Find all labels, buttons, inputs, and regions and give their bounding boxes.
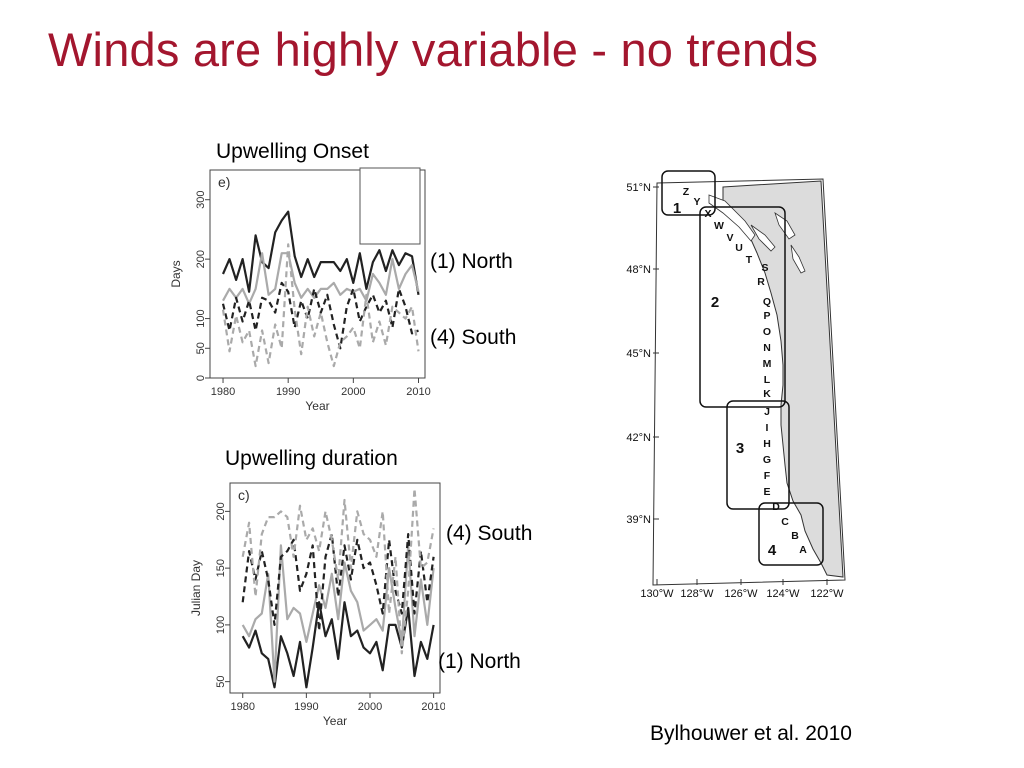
- site-label-M: M: [763, 358, 772, 370]
- coastal-island: [750, 224, 776, 252]
- site-label-U: U: [735, 242, 743, 254]
- site-label-I: I: [766, 422, 769, 434]
- region-box: [726, 400, 790, 510]
- y-tick-label: 50: [215, 676, 227, 688]
- x-tick-label: 1980: [211, 386, 235, 398]
- legend-north-duration: (1) North: [438, 650, 521, 673]
- site-label-R: R: [757, 276, 765, 288]
- x-tick-label: 2010: [421, 701, 445, 713]
- x-tick-label: 1980: [230, 701, 254, 713]
- site-label-N: N: [763, 342, 771, 354]
- y-tick-label: 200: [215, 502, 227, 520]
- lat-label: 42°N: [626, 432, 651, 444]
- site-label-G: G: [763, 454, 771, 466]
- lat-label: 51°N: [626, 182, 651, 194]
- lon-label: 128°W: [680, 588, 714, 600]
- series-line-solid-dark: [241, 601, 435, 689]
- region-box: [661, 170, 716, 216]
- y-axis-label: Days: [169, 260, 183, 287]
- y-tick-label: 200: [195, 250, 207, 268]
- x-tick-label: 1990: [294, 701, 318, 713]
- region-label: 3: [736, 440, 744, 457]
- upwelling-duration-chart: c) 1980 1990 2000 2010 50 100 150 200 Year Julian …: [189, 482, 445, 728]
- region-box: [699, 206, 786, 408]
- region-label: 1: [673, 200, 681, 217]
- site-label-J: J: [764, 406, 770, 418]
- site-label-Q: Q: [763, 296, 771, 308]
- plot-frame: [209, 169, 426, 379]
- citation-credit: Bylhouwer et al. 2010: [650, 722, 852, 745]
- plot-frame: [229, 482, 441, 694]
- legend-south-onset: (4) South: [430, 326, 517, 349]
- lon-label: 122°W: [810, 588, 844, 600]
- series-line-dashed-gray: [221, 243, 420, 368]
- slide-title: Winds are highly variable - no trends: [48, 23, 819, 76]
- y-tick-label: 0: [195, 375, 207, 381]
- x-tick-label: 2000: [341, 386, 365, 398]
- lat-label: 48°N: [626, 264, 651, 276]
- region-label: 4: [768, 542, 777, 559]
- lon-label: 130°W: [640, 588, 674, 600]
- lon-label: 124°W: [766, 588, 800, 600]
- panel-letter: e): [218, 174, 230, 190]
- y-tick-label: 50: [195, 342, 207, 354]
- lon-label: 126°W: [724, 588, 758, 600]
- series-line-solid-gray: [222, 252, 420, 305]
- series-line-dashed-dark: [221, 281, 419, 350]
- site-label-P: P: [763, 310, 770, 322]
- site-label-W: W: [714, 220, 724, 232]
- site-label-B: B: [791, 530, 799, 542]
- y-axis-label: Julian Day: [189, 560, 203, 616]
- y-tick-label: 100: [195, 309, 207, 327]
- upwelling-onset-chart: e) 1980 1990 2000 2010 0 50 100 200 300 Year Days: [169, 167, 431, 413]
- site-label-E: E: [763, 486, 770, 498]
- x-axis-label: Year: [323, 714, 347, 728]
- lat-label: 39°N: [626, 514, 651, 526]
- site-label-L: L: [764, 374, 771, 386]
- legend-north-onset: (1) North: [430, 250, 513, 273]
- site-label-H: H: [763, 438, 771, 450]
- site-label-A: A: [799, 544, 807, 556]
- site-label-D: D: [772, 501, 780, 513]
- coastal-island: [790, 244, 806, 274]
- x-tick-label: 2010: [406, 386, 430, 398]
- site-label-X: X: [704, 208, 711, 220]
- x-tick-label: 1990: [276, 386, 300, 398]
- x-tick-label: 2000: [358, 701, 382, 713]
- site-label-C: C: [781, 516, 789, 528]
- site-label-Z: Z: [683, 186, 690, 198]
- site-label-V: V: [726, 232, 733, 244]
- site-label-Y: Y: [693, 196, 700, 208]
- site-label-T: T: [746, 254, 753, 266]
- y-tick-label: 300: [195, 191, 207, 209]
- y-tick-label: 100: [215, 616, 227, 634]
- series-line-dashed-gray: [241, 487, 435, 655]
- site-label-S: S: [761, 262, 768, 274]
- panel-letter: c): [238, 487, 250, 503]
- series-line-solid-dark: [221, 210, 420, 295]
- lat-label: 45°N: [626, 348, 651, 360]
- chart-caption-onset: Upwelling Onset: [216, 140, 369, 163]
- region-box: [758, 502, 824, 566]
- site-label-F: F: [764, 470, 771, 482]
- y-tick-label: 150: [215, 559, 227, 577]
- chart-caption-duration: Upwelling duration: [225, 447, 398, 470]
- legend-south-duration: (4) South: [446, 522, 533, 545]
- coast-map: 51°N 48°N 45°N 42°N 39°N 130°W 128°W 126°W 124°W…: [626, 170, 846, 600]
- series-line-dashed-dark: [241, 532, 435, 632]
- region-label: 2: [711, 294, 719, 311]
- legend-box: [359, 167, 421, 245]
- x-axis-label: Year: [305, 399, 329, 413]
- site-label-O: O: [763, 326, 771, 338]
- site-label-K: K: [763, 388, 771, 400]
